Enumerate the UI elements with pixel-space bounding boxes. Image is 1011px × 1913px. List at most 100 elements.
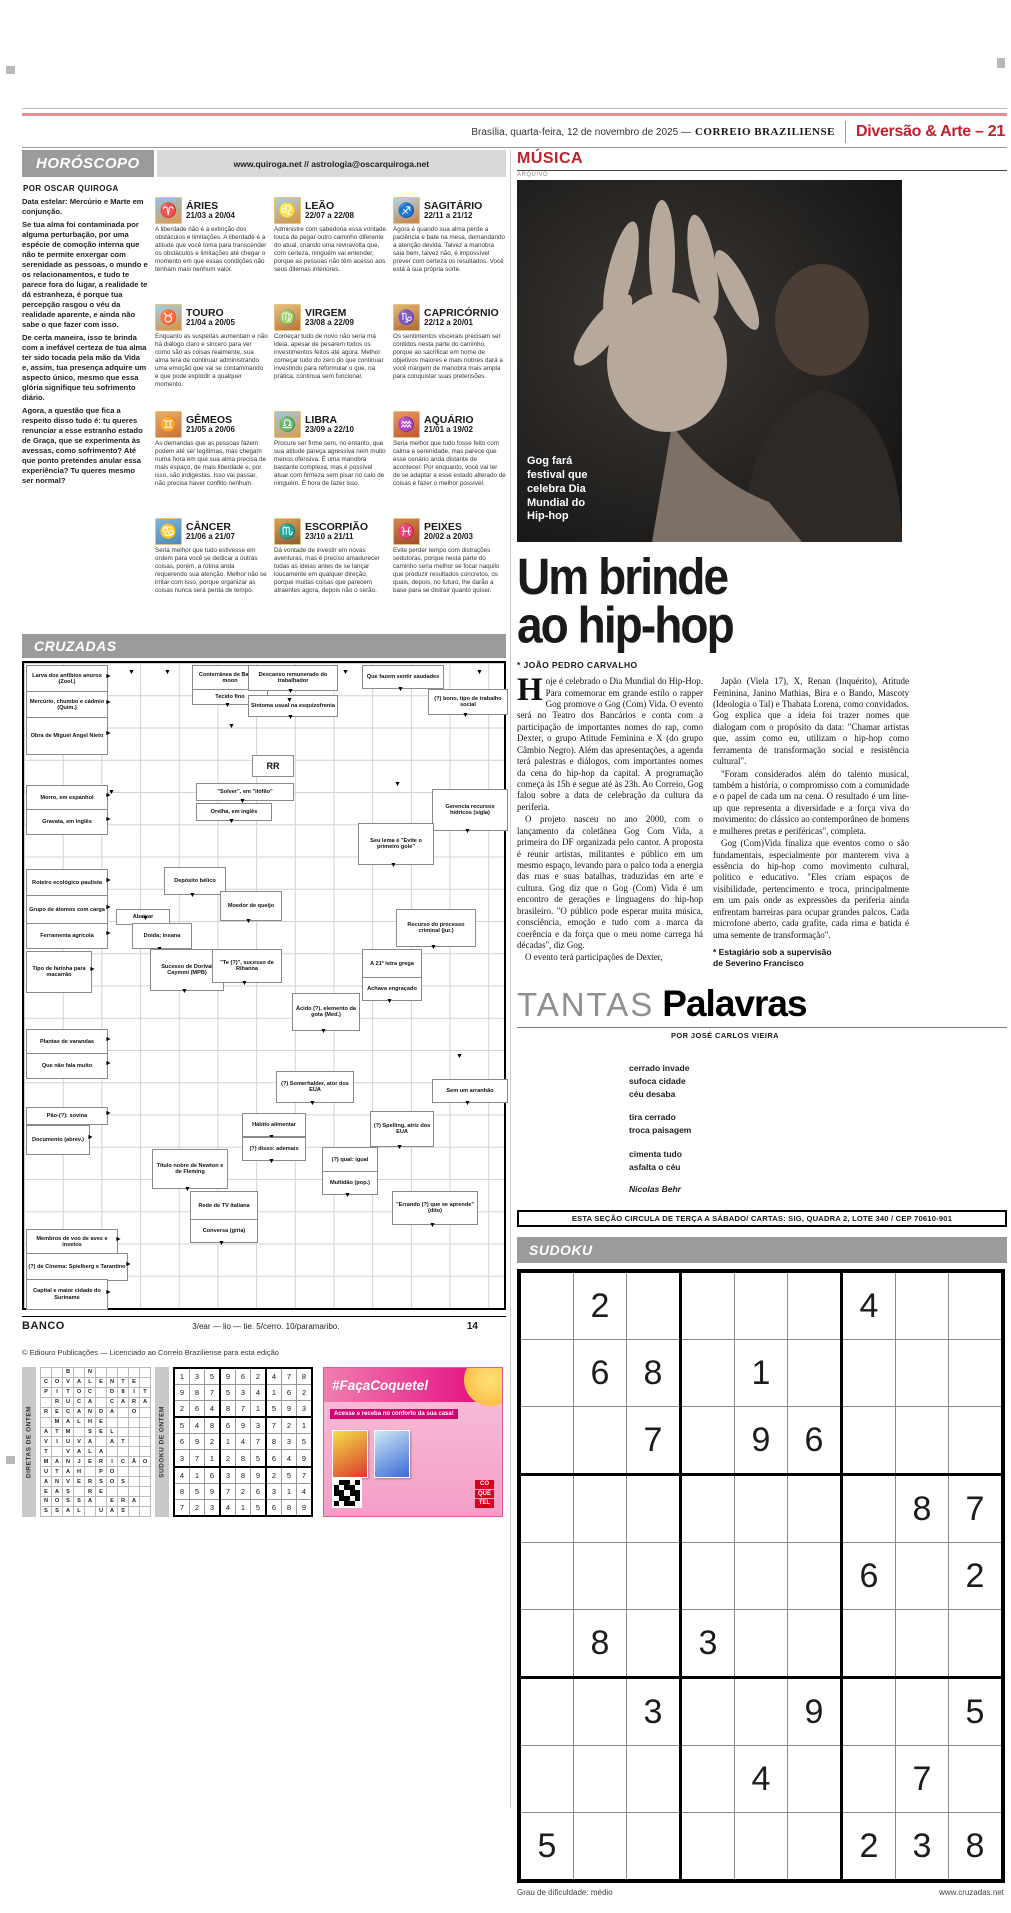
sudoku-ontem-cell: 7 — [250, 1433, 267, 1451]
zodiac-entry-header: ♌ LEÃO 22/07 a 22/08 — [274, 197, 387, 224]
diretas-cell: A — [95, 1446, 107, 1458]
diretas-cell — [139, 1376, 151, 1388]
qr-module — [354, 1485, 360, 1491]
clue-arrow-down-icon: ▼ — [245, 918, 252, 925]
sudoku-cell — [518, 1745, 574, 1814]
zodiac-name-block: LEÃO 22/07 a 22/08 — [305, 201, 354, 221]
diretas-cell: H — [73, 1466, 85, 1478]
diretas-cell: R — [84, 1476, 96, 1488]
diretas-cell: C — [106, 1396, 118, 1408]
tantas-word: TANTAS — [517, 986, 655, 1024]
poem-line: cerrado invade — [629, 1063, 690, 1074]
open-hand-silhouette — [573, 200, 760, 432]
diretas-cell — [40, 1367, 52, 1378]
diretas-cell: T — [51, 1426, 63, 1438]
sudoku-cell: 2 — [573, 1270, 627, 1341]
diretas-cell: C — [62, 1406, 74, 1418]
crossword-clue: Que não fala muito — [26, 1053, 108, 1079]
right-column: MÚSICA ARQUIVO — [517, 150, 1007, 1897]
poem-line: céu desaba — [629, 1088, 676, 1099]
sudoku-ontem-cell: 2 — [235, 1482, 251, 1500]
qr-module — [344, 1485, 350, 1491]
sudoku-ontem-cell: 6 — [189, 1400, 205, 1419]
zodiac-dates: 23/10 a 21/11 — [305, 532, 354, 542]
ad-tagline: Acesse e receba no conforto da sua casa! — [330, 1409, 458, 1419]
diretas-cell: E — [95, 1416, 107, 1428]
sudoku-ontem-cell: 7 — [296, 1466, 313, 1484]
diretas-cell: C — [40, 1376, 52, 1388]
sudoku-cell: 6 — [573, 1339, 627, 1408]
zodiac-dates: 21/05 a 20/06 — [186, 425, 235, 435]
musica-kicker: MÚSICA — [517, 150, 1007, 171]
clue-arrow-right-icon: ► — [105, 1036, 112, 1043]
sudoku-ontem-cell: 6 — [235, 1367, 251, 1386]
qr-module — [339, 1495, 345, 1501]
sudoku-cell — [680, 1270, 735, 1341]
sudoku-cell — [787, 1339, 843, 1408]
grid-arrow-down-icon: ▼ — [342, 669, 349, 676]
poem-line: sufoca cidade — [629, 1075, 686, 1086]
sudoku-cell: 1 — [734, 1339, 788, 1408]
sudoku-ontem-cell: 5 — [250, 1498, 267, 1517]
crossword-clue: "Te (?)", sucesso de Rihanna — [212, 949, 282, 983]
headline-line: ao hip-hop — [517, 596, 735, 654]
diretas-cell: R — [84, 1486, 96, 1497]
grid-arrow-down-icon: ▼ — [286, 697, 293, 704]
diretas-cell: M — [40, 1456, 52, 1468]
arm-silhouette — [652, 425, 802, 542]
zodiac-name-block: ÁRIES 21/03 a 20/04 — [186, 201, 235, 221]
diretas-cell: Ã — [128, 1456, 140, 1468]
zodiac-name-block: AQUÁRIO 21/01 a 19/02 — [424, 415, 474, 435]
crossword-clue: Larva dos anfíbios anuros (Zool.) — [26, 665, 108, 693]
zodiac-entry: ♒ AQUÁRIO 21/01 a 19/02 Seria melhor que tu… — [393, 411, 506, 518]
banco-number: 14 — [466, 1320, 478, 1332]
diretas-cell — [117, 1416, 129, 1428]
crossword-clue: (?) de Cinema: Spielberg e Tarantino — [26, 1253, 128, 1281]
sudoku-ontem-cell: 4 — [281, 1449, 297, 1468]
diretas-cell: L — [84, 1376, 96, 1388]
clue-arrow-right-icon: ► — [105, 673, 112, 680]
crossword-banco: BANCO 3/ear — lio — tie. 5/cerro. 10/par… — [22, 1316, 506, 1332]
sudoku-ontem-cell: 6 — [265, 1449, 282, 1468]
zodiac-text: Enquanto as suspeitas aumentam e não há … — [155, 333, 268, 388]
crossword-clue: Conversa (gíria) — [190, 1219, 258, 1243]
sudoku-ontem-cell: 2 — [296, 1384, 313, 1402]
zodiac-gêmeos-icon: ♊ — [155, 411, 182, 438]
qr-module — [344, 1490, 350, 1496]
crossword-clue: Gravata, em inglês — [26, 809, 108, 835]
diretas-cell — [139, 1446, 151, 1458]
grid-arrow-down-icon: ▼ — [128, 669, 135, 676]
qr-module — [349, 1485, 355, 1491]
diretas-cell — [139, 1436, 151, 1448]
sudoku-ontem-cell: 3 — [265, 1482, 282, 1500]
zodiac-dates: 22/07 a 22/08 — [305, 211, 354, 221]
section-title: Diversão & Arte – 21 — [855, 123, 1005, 140]
sudoku-cell: 8 — [573, 1609, 627, 1680]
sudoku-ontem-cell: 4 — [265, 1367, 282, 1386]
footnote-line: * Estagiário sob a supervisão — [713, 946, 832, 957]
diretas-cell — [128, 1367, 140, 1378]
crossword-clue: Orelha, em inglês — [196, 803, 272, 821]
diretas-cell: B — [62, 1367, 74, 1378]
zodiac-name: LEÃO — [305, 199, 335, 212]
sudoku-ontem-cell: 3 — [296, 1400, 313, 1419]
ad-magazine-covers — [332, 1430, 410, 1478]
palavras-word: Palavras — [662, 983, 807, 1025]
intro-paragraph: Se tua alma foi contaminada por alguma p… — [22, 220, 148, 330]
diretas-cell — [139, 1466, 151, 1478]
sudoku-cell — [518, 1339, 574, 1408]
diretas-cell: A — [128, 1495, 140, 1507]
intro-paragraph: Agora, a questão que fica a respeito dis… — [22, 406, 143, 486]
zodiac-name-block: LIBRA 23/09 a 22/10 — [305, 415, 354, 435]
zodiac-entry: ♏ ESCORPIÃO 23/10 a 21/11 Dá vontade de inv… — [274, 518, 387, 625]
sudoku-ontem-cell: 4 — [173, 1466, 190, 1484]
diretas-cell: P — [95, 1466, 107, 1478]
